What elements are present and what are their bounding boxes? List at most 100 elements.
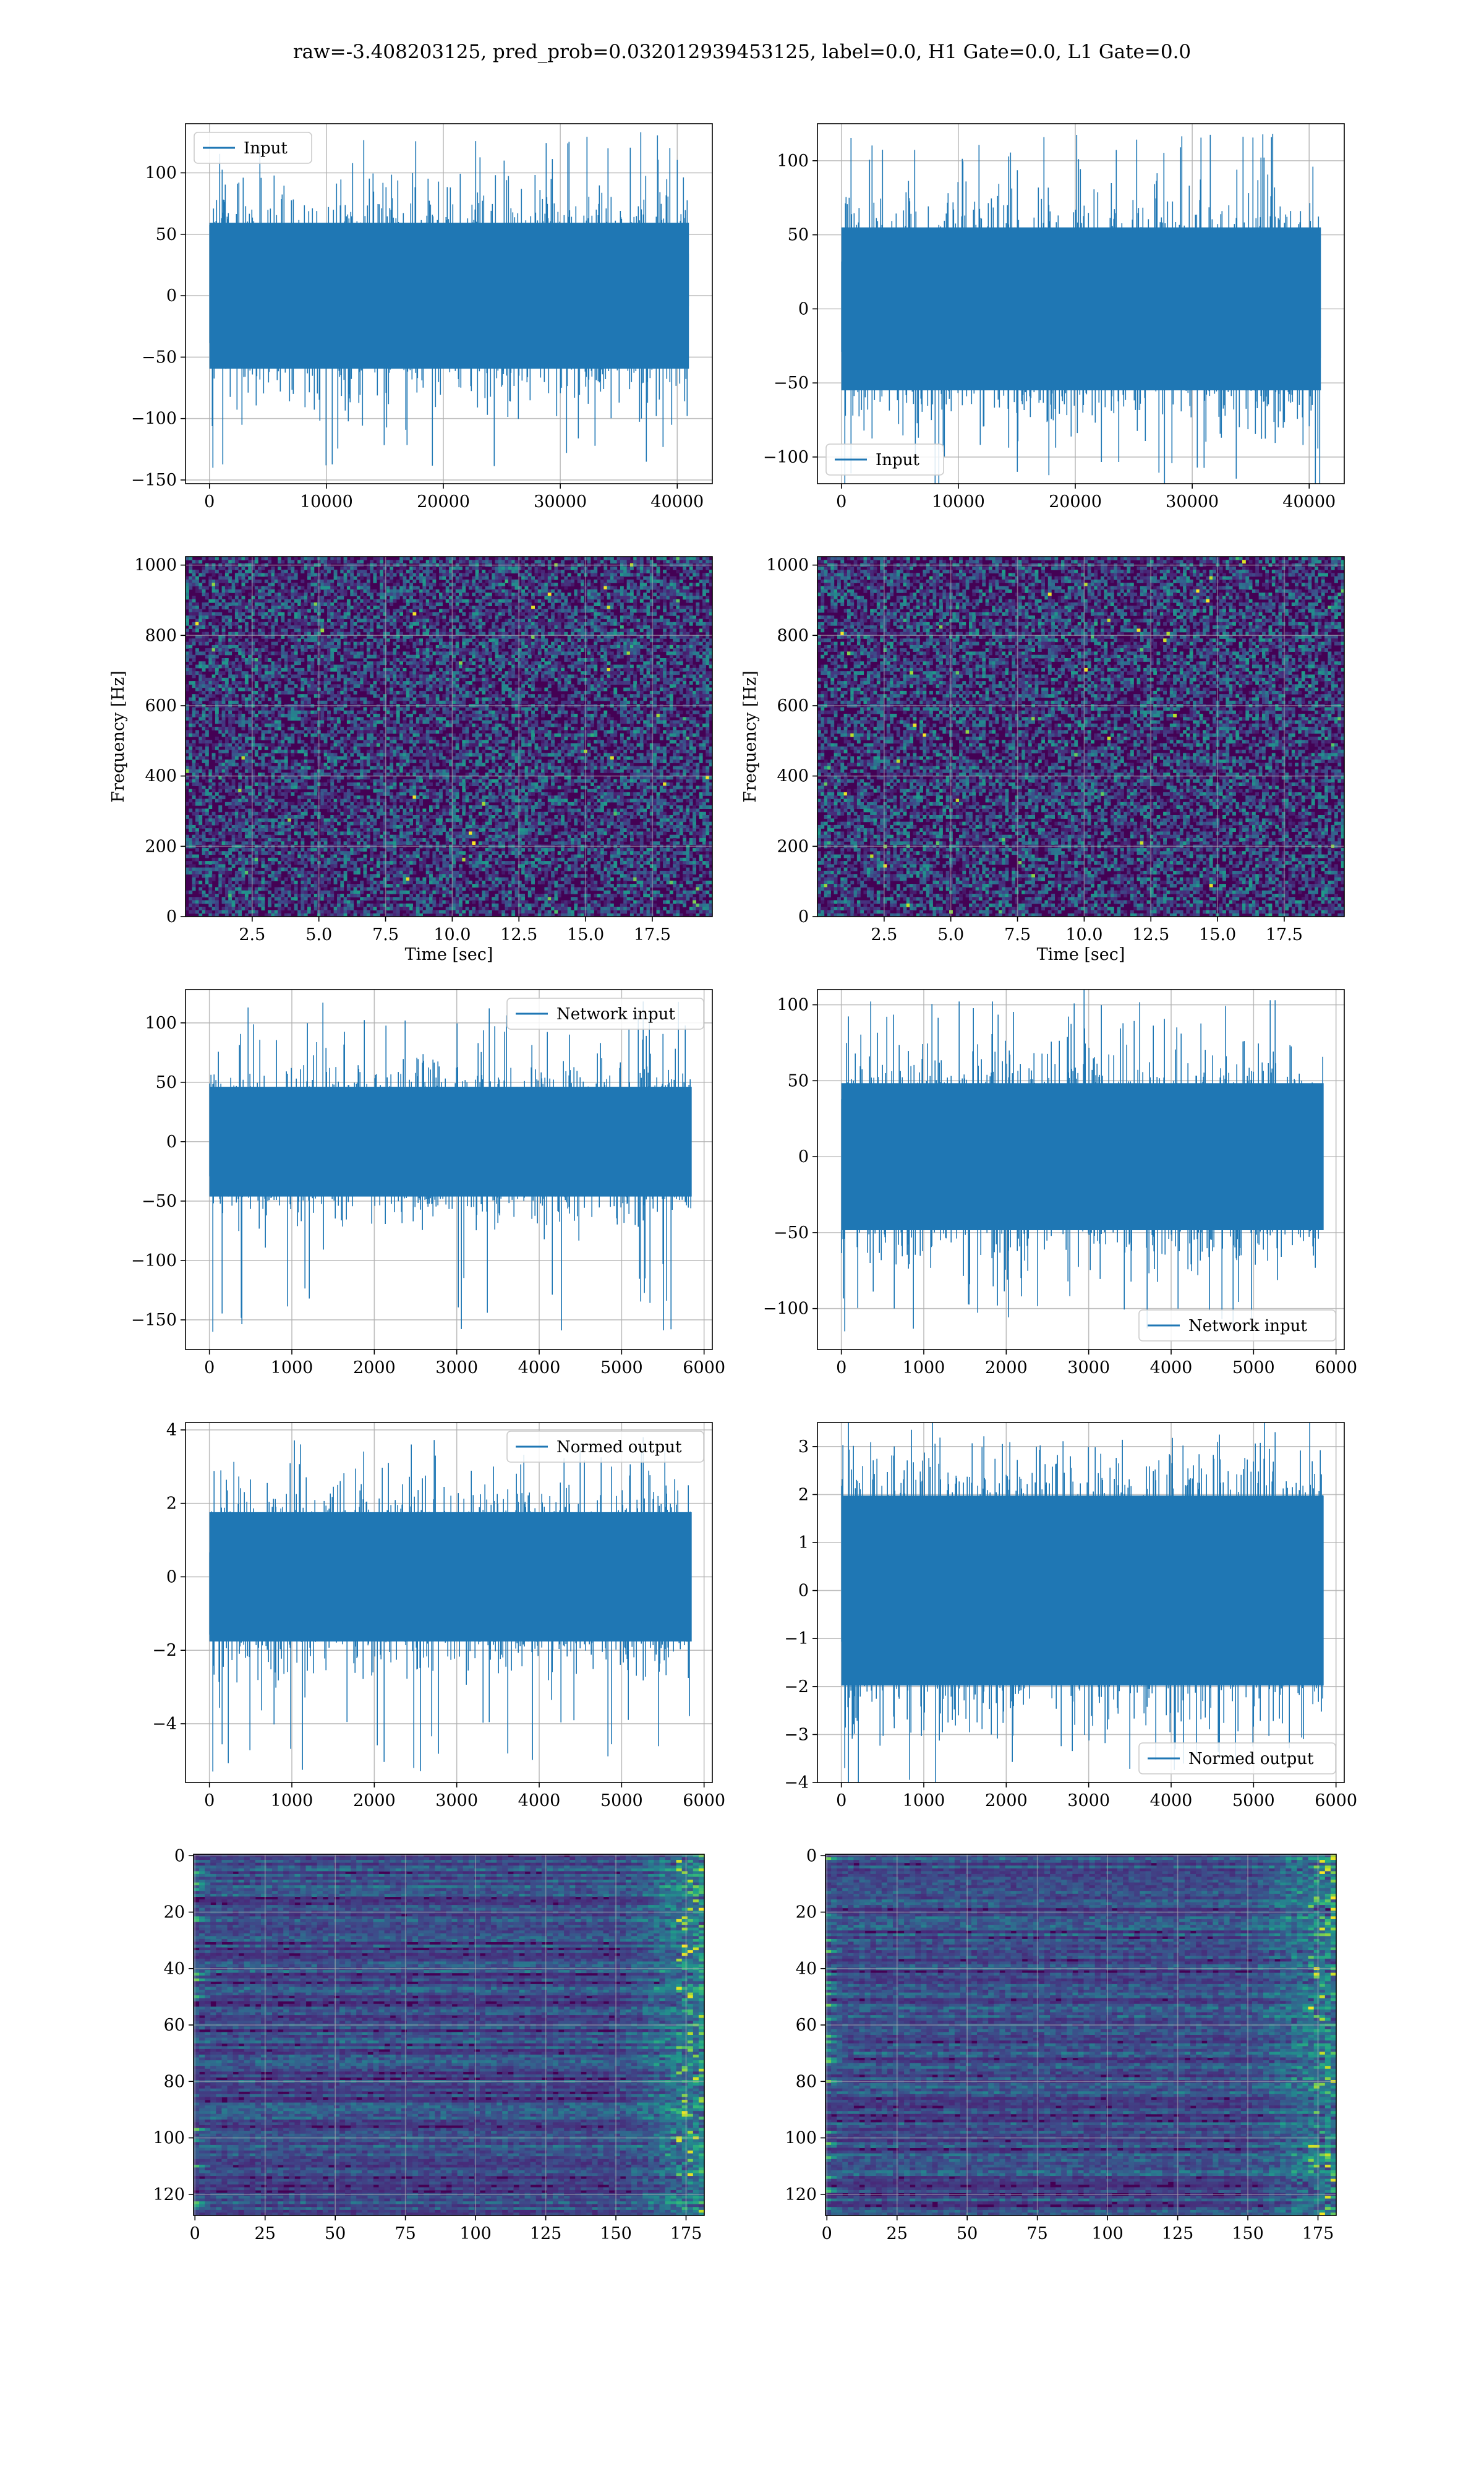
heatmap-cell bbox=[706, 674, 710, 678]
heatmap-cell bbox=[268, 671, 271, 675]
heatmap-cell bbox=[221, 586, 226, 590]
heatmap-cell bbox=[639, 586, 644, 590]
heatmap-cell bbox=[610, 580, 614, 583]
heatmap-cell bbox=[340, 606, 344, 610]
heatmap-cell bbox=[241, 648, 245, 652]
heatmap-cell bbox=[659, 664, 663, 669]
heatmap-cell bbox=[218, 690, 223, 695]
heatmap-cell bbox=[360, 697, 364, 701]
heatmap-cell bbox=[541, 560, 545, 564]
heatmap-cell bbox=[307, 681, 311, 685]
heatmap-cell bbox=[574, 690, 578, 695]
heatmap-cell bbox=[616, 570, 621, 574]
heatmap-cell bbox=[557, 644, 561, 649]
heatmap-cell bbox=[639, 557, 644, 560]
heatmap-cell bbox=[307, 560, 311, 564]
heatmap-cell bbox=[340, 566, 344, 570]
heatmap-cell bbox=[353, 677, 357, 682]
heatmap-cell bbox=[386, 674, 390, 678]
heatmap-cell bbox=[541, 658, 545, 662]
heatmap-cell bbox=[258, 622, 262, 626]
heatmap-cell bbox=[291, 710, 295, 714]
heatmap-cell bbox=[310, 644, 315, 649]
heatmap-cell bbox=[202, 618, 206, 623]
heatmap-cell bbox=[429, 638, 433, 643]
heatmap-cell bbox=[271, 628, 275, 633]
heatmap-cell bbox=[564, 596, 568, 600]
heatmap-cell bbox=[452, 687, 456, 691]
heatmap-cell bbox=[221, 606, 226, 610]
heatmap-cell bbox=[304, 593, 308, 597]
heatmap-cell bbox=[320, 560, 325, 564]
heatmap-cell bbox=[366, 644, 370, 649]
heatmap-cell bbox=[310, 580, 315, 583]
heatmap-cell bbox=[488, 583, 492, 587]
heatmap-cell bbox=[228, 667, 232, 672]
heatmap-cell bbox=[224, 586, 229, 590]
heatmap-cell bbox=[686, 684, 690, 688]
heatmap-cell bbox=[186, 631, 189, 636]
heatmap-cell bbox=[702, 609, 706, 613]
heatmap-cell bbox=[488, 700, 492, 704]
heatmap-cell bbox=[482, 661, 486, 666]
heatmap-cell bbox=[511, 690, 516, 695]
heatmap-cell bbox=[330, 612, 335, 616]
heatmap-cell bbox=[264, 606, 268, 610]
heatmap-cell bbox=[192, 573, 196, 577]
heatmap-cell bbox=[492, 635, 496, 639]
heatmap-cell bbox=[268, 631, 271, 636]
heatmap-cell bbox=[251, 641, 255, 646]
heatmap-cell bbox=[307, 690, 311, 695]
heatmap-cell bbox=[475, 638, 479, 643]
heatmap-cell bbox=[432, 697, 437, 701]
heatmap-cell bbox=[488, 664, 492, 669]
heatmap-cell bbox=[442, 615, 446, 620]
heatmap-cell bbox=[508, 654, 512, 659]
heatmap-cell bbox=[258, 593, 262, 597]
heatmap-cell bbox=[607, 631, 611, 636]
heatmap-cell bbox=[501, 609, 506, 613]
heatmap-cell bbox=[488, 599, 492, 603]
heatmap-cell bbox=[702, 694, 706, 698]
heatmap-cell bbox=[261, 596, 265, 600]
heatmap-cell bbox=[284, 622, 288, 626]
heatmap-cell bbox=[330, 651, 335, 656]
heatmap-cell bbox=[574, 644, 578, 649]
heatmap-cell bbox=[475, 589, 479, 593]
heatmap-cell bbox=[274, 671, 278, 675]
heatmap-cell bbox=[416, 570, 420, 574]
heatmap-cell bbox=[208, 570, 213, 574]
heatmap-cell bbox=[248, 700, 252, 704]
heatmap-cell bbox=[636, 684, 641, 688]
heatmap-cell bbox=[215, 602, 219, 606]
heatmap-cell bbox=[495, 589, 499, 593]
heatmap-cell bbox=[527, 651, 532, 656]
heatmap-cell bbox=[518, 694, 522, 698]
heatmap-cell bbox=[591, 644, 594, 649]
heatmap-cell bbox=[294, 599, 298, 603]
heatmap-cell bbox=[231, 557, 236, 560]
heatmap-cell bbox=[254, 651, 258, 656]
heatmap-cell bbox=[508, 658, 512, 662]
heatmap-cell bbox=[689, 681, 693, 685]
heatmap-cell bbox=[383, 667, 387, 672]
heatmap-cell bbox=[587, 606, 591, 610]
heatmap-cell bbox=[350, 618, 354, 623]
heatmap-cell bbox=[281, 690, 285, 695]
heatmap-cell bbox=[603, 612, 608, 616]
heatmap-cell bbox=[561, 573, 565, 577]
heatmap-cell bbox=[323, 586, 328, 590]
heatmap-cell bbox=[521, 641, 525, 646]
heatmap-cell bbox=[482, 648, 486, 652]
heatmap-cell bbox=[271, 573, 275, 577]
heatmap-cell bbox=[432, 557, 437, 560]
heatmap-cell bbox=[370, 700, 374, 704]
heatmap-cell bbox=[498, 628, 502, 633]
heatmap-cell bbox=[511, 557, 516, 560]
heatmap-cell bbox=[363, 687, 367, 691]
heatmap-cell bbox=[390, 671, 394, 675]
heatmap-cell bbox=[633, 625, 638, 629]
heatmap-cell bbox=[659, 557, 663, 560]
heatmap-cell bbox=[228, 700, 232, 704]
heatmap-cell bbox=[649, 628, 654, 633]
